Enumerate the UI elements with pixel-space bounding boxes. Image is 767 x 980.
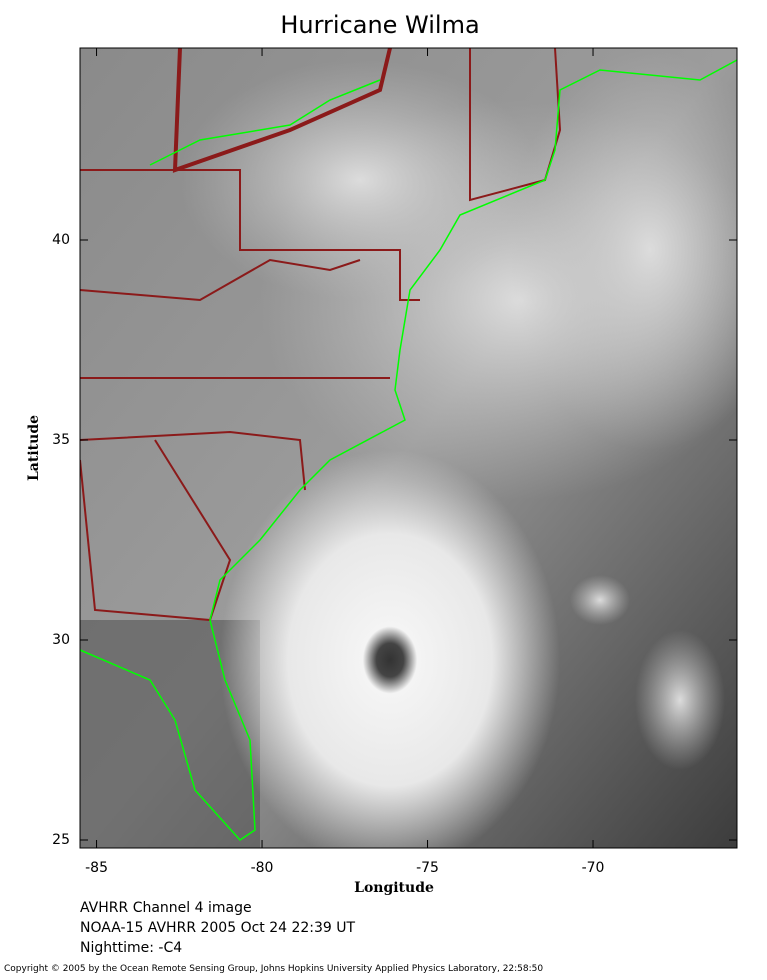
x-tick-label: -75: [416, 860, 439, 876]
y-axis-label: Latitude: [26, 415, 42, 481]
map-title: Hurricane Wilma: [280, 11, 479, 39]
y-tick-label: 35: [52, 432, 70, 448]
caption-line: Nighttime: -C4: [80, 940, 183, 956]
satellite-image: [80, 48, 737, 848]
x-tick-label: -80: [251, 860, 274, 876]
y-tick-label: 40: [52, 232, 70, 248]
copyright: Copyright © 2005 by the Ocean Remote Sen…: [4, 964, 544, 974]
x-tick-label: -85: [85, 860, 108, 876]
map-frame: [79, 47, 738, 849]
x-axis-label: Longitude: [354, 880, 434, 896]
y-tick-label: 30: [52, 632, 70, 648]
x-tick-label: -70: [582, 860, 605, 876]
caption-line: NOAA-15 AVHRR 2005 Oct 24 22:39 UT: [80, 920, 356, 936]
y-tick-label: 25: [52, 832, 70, 848]
caption-line: AVHRR Channel 4 image: [80, 900, 252, 916]
